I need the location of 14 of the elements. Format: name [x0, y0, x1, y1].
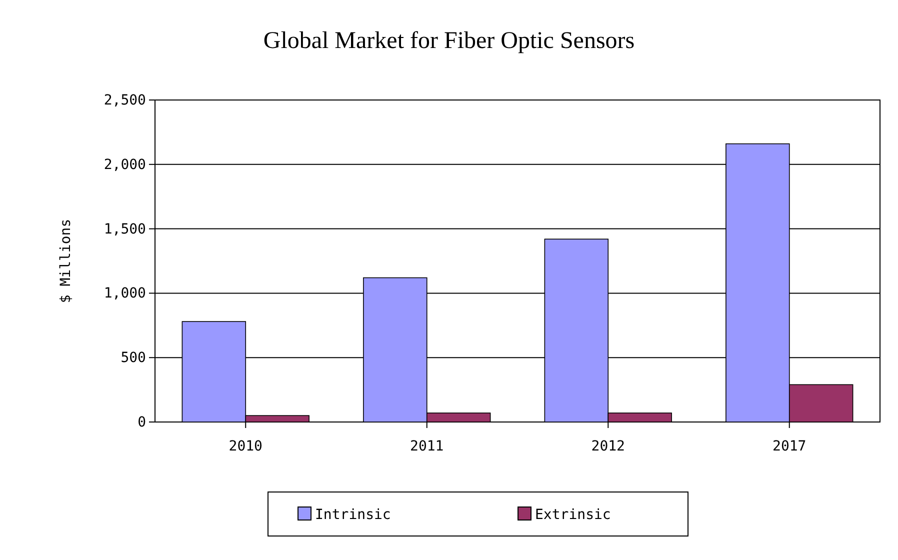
y-tick-label: 1,500	[104, 221, 146, 238]
legend-label: Extrinsic	[535, 507, 611, 523]
x-tick-label: 2012	[591, 438, 625, 455]
y-tick-label: 2,500	[104, 92, 146, 108]
x-tick-label: 2011	[410, 438, 444, 455]
chart-title: Global Market for Fiber Optic Sensors	[263, 28, 635, 54]
y-tick-label: 2,000	[104, 156, 146, 173]
y-tick-label: 500	[120, 350, 146, 366]
y-tick-label: 0	[138, 414, 146, 430]
x-tick-label: 2017	[772, 438, 806, 455]
legend-label: Intrinsic	[315, 507, 391, 523]
y-axis-title: $ Millions	[58, 218, 74, 304]
x-tick-label: 2010	[228, 438, 262, 455]
y-tick-label: 1,000	[104, 286, 146, 302]
